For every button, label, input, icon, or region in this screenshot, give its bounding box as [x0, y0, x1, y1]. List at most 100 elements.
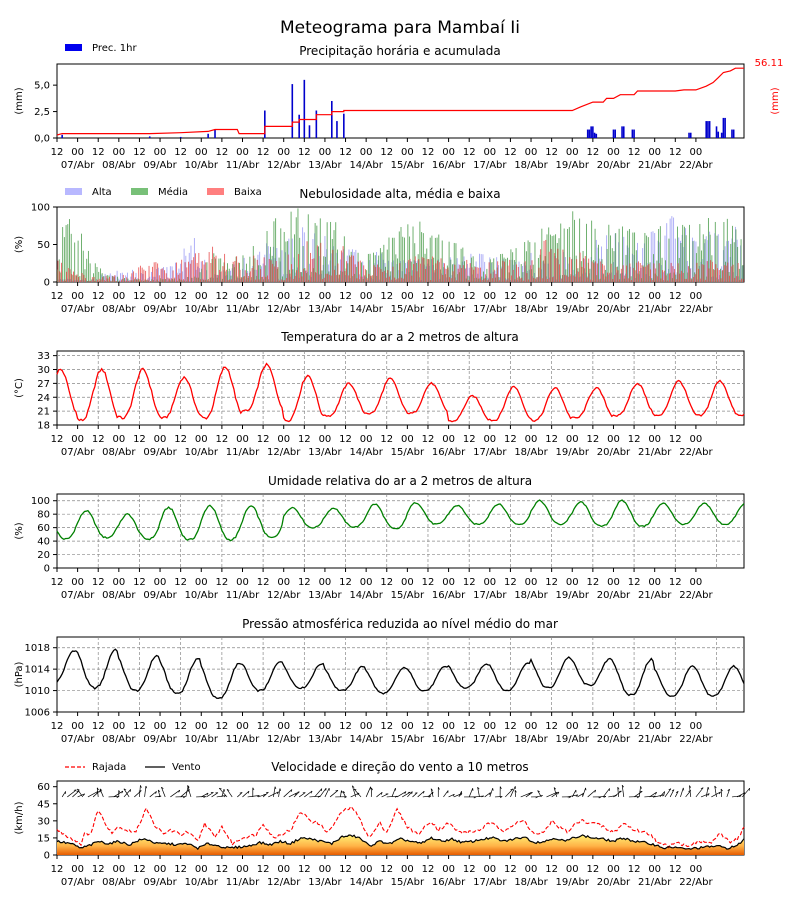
x-tick-label: 12	[51, 291, 64, 302]
wind-direction-arrow	[67, 790, 76, 797]
cloud-bar-baixa	[559, 264, 560, 282]
cloud-bar-media	[699, 224, 700, 282]
precip-bar	[633, 130, 635, 138]
wind-arrow-head	[321, 789, 322, 791]
cloud-bar-baixa	[535, 279, 536, 282]
cloud-bar-baixa	[743, 279, 744, 282]
cloud-bar-baixa	[71, 274, 72, 282]
x-tick-label: 00	[648, 721, 661, 732]
y-axis-label: (°C)	[14, 378, 25, 398]
cloud-bar-media	[734, 242, 735, 282]
cloud-bar-baixa	[389, 277, 390, 282]
cloud-bar-baixa	[513, 270, 514, 282]
cloud-bar-baixa	[94, 277, 95, 282]
cloud-bar-baixa	[550, 249, 551, 282]
x-tick-label: 00	[112, 147, 125, 158]
cloud-bar-baixa	[221, 271, 222, 282]
cloud-bar-media	[456, 243, 457, 282]
wind-direction-arrow	[397, 792, 406, 797]
cloud-bar-baixa	[204, 265, 205, 282]
y-tick-label: 0	[44, 278, 50, 289]
cloud-bar-baixa	[545, 240, 546, 282]
wind-arrow-head	[415, 793, 417, 794]
x-tick-label: 12	[504, 147, 517, 158]
precip-bar	[723, 118, 725, 138]
cloud-bar-media	[560, 224, 561, 282]
cloud-bar-baixa	[152, 267, 153, 282]
x-tick-label: 12	[504, 577, 517, 588]
cloud-bar-baixa	[693, 277, 694, 282]
x-tick-label: 12	[92, 721, 105, 732]
x-day-label: 16/Abr	[432, 160, 466, 171]
cloud-bar-baixa	[645, 267, 646, 282]
x-day-label: 07/Abr	[61, 447, 95, 458]
cloud-bar-baixa	[657, 276, 658, 282]
cloud-bar-media	[535, 242, 536, 282]
cloud-bar-media	[335, 222, 336, 282]
x-tick-label: 12	[133, 291, 146, 302]
wind-arrow-head	[224, 789, 225, 791]
cloud-bar-baixa	[554, 253, 555, 282]
cloud-bar-baixa	[279, 281, 280, 282]
x-tick-label: 12	[298, 147, 311, 158]
cloud-bar-baixa	[229, 279, 230, 282]
cloud-bar-baixa	[190, 264, 191, 282]
x-day-label: 15/Abr	[391, 447, 425, 458]
cloud-bar-baixa	[530, 265, 531, 282]
x-day-label: 19/Abr	[556, 877, 590, 888]
precip-bar	[587, 130, 589, 138]
cloud-bar-baixa	[329, 275, 330, 282]
cloud-bar-baixa	[269, 259, 270, 282]
cloud-bar-baixa	[286, 278, 287, 282]
x-day-label: 09/Abr	[143, 590, 177, 601]
x-tick-label: 00	[442, 147, 455, 158]
cloud-bar-baixa	[80, 280, 81, 282]
x-day-label: 10/Abr	[185, 447, 219, 458]
wind-direction-arrow	[588, 790, 596, 797]
x-tick-label: 12	[463, 291, 476, 302]
cloud-bar-baixa	[602, 264, 603, 282]
cloud-bar-baixa	[312, 259, 313, 282]
cloud-bar-media	[401, 227, 402, 282]
x-tick-label: 12	[174, 291, 187, 302]
wind-direction-arrow	[134, 791, 141, 797]
cloud-bar-baixa	[461, 268, 462, 282]
cloud-bar-baixa	[700, 279, 701, 282]
x-day-label: 14/Abr	[349, 734, 383, 745]
precip-bar	[595, 134, 597, 138]
y-tick-label: 1006	[25, 708, 50, 719]
y-tick-label: 0	[44, 564, 50, 575]
x-day-label: 15/Abr	[391, 877, 425, 888]
cloud-bar-media	[86, 259, 87, 282]
cloud-bar-baixa	[418, 259, 419, 282]
cloud-bar-media	[389, 238, 390, 282]
cloud-bar-media	[294, 234, 295, 282]
cloud-bar-baixa	[173, 270, 174, 282]
cloud-bar-baixa	[475, 267, 476, 282]
cloud-bar-media	[402, 237, 403, 282]
x-tick-label: 00	[360, 864, 373, 875]
cloud-bar-baixa	[308, 280, 309, 282]
x-tick-label: 00	[195, 577, 208, 588]
precip-bar	[614, 130, 616, 138]
wind-direction-arrow	[680, 788, 683, 797]
cloud-bar-baixa	[353, 256, 354, 282]
cloud-bar-baixa	[523, 281, 524, 282]
legend-label: Prec. 1hr	[92, 43, 137, 54]
x-day-label: 07/Abr	[61, 160, 95, 171]
x-tick-label: 00	[401, 434, 414, 445]
cloud-bar-baixa	[222, 266, 223, 282]
x-day-label: 14/Abr	[349, 447, 383, 458]
cloud-bar-baixa	[370, 276, 371, 282]
cloud-bar-baixa	[362, 277, 363, 282]
x-day-label: 17/Abr	[473, 160, 507, 171]
precip-bar	[291, 84, 293, 138]
cloud-bar-baixa	[224, 254, 225, 282]
wind-direction-arrow	[340, 791, 341, 797]
cloud-bar-baixa	[542, 278, 543, 282]
cloud-bar-baixa	[508, 266, 509, 282]
cloud-bar-baixa	[463, 265, 464, 282]
cloud-bar-baixa	[470, 263, 471, 282]
accumulated-line	[57, 68, 744, 135]
